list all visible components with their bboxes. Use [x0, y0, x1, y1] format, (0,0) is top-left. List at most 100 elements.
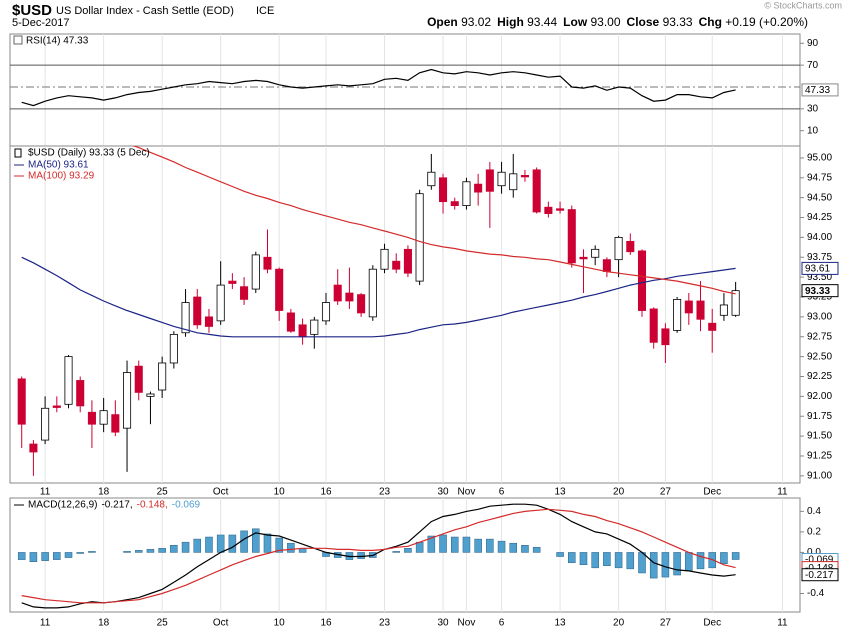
- last-value-box: [801, 261, 839, 275]
- histogram-bar: [556, 552, 564, 557]
- y-tick-label: 90: [807, 38, 819, 49]
- y-tick-label: 94.00: [807, 232, 832, 243]
- candle-body: [556, 208, 565, 211]
- x-tick-label: 11: [40, 618, 51, 629]
- histogram-bar: [603, 552, 611, 567]
- x-tick-label: 6: [499, 618, 505, 629]
- candle-body: [228, 280, 237, 284]
- candle-body: [368, 268, 377, 318]
- y-tick-label: 10: [807, 125, 819, 136]
- candle-body: [158, 362, 167, 391]
- y-tick-label: 0.2: [807, 527, 821, 538]
- x-tick-label: 13: [555, 618, 567, 629]
- last-value-label: -0.217: [805, 570, 834, 581]
- x-tick-label: 20: [613, 618, 625, 629]
- candle-body: [204, 316, 213, 327]
- candle-body: [439, 177, 448, 203]
- macd-line: [21, 503, 736, 609]
- histogram-bar: [486, 538, 494, 553]
- candle-body: [169, 333, 178, 364]
- moving-average: [132, 146, 736, 295]
- rsi-line: [21, 68, 736, 107]
- last-value-box: [801, 83, 839, 97]
- candle-body: [345, 292, 354, 302]
- candle-body: [614, 237, 623, 261]
- y-tick-label: 0.0: [807, 547, 821, 558]
- candle-body: [52, 405, 61, 408]
- candle-body: [403, 248, 412, 274]
- candle-body: [146, 393, 155, 397]
- candle-body: [462, 181, 471, 207]
- y-tick-label: 91.50: [807, 431, 832, 442]
- histogram-bar: [287, 542, 295, 553]
- x-tick-label: 10: [274, 487, 286, 498]
- histogram-bar: [41, 552, 49, 561]
- y-tick-label: 70: [807, 60, 819, 71]
- x-tick-label: 16: [320, 487, 332, 498]
- candle-body: [708, 322, 717, 331]
- candle-body: [661, 328, 670, 346]
- last-value-label: 47.33: [805, 85, 830, 96]
- y-tick-label: 93.00: [807, 312, 832, 323]
- plot-area: [21, 68, 736, 107]
- candle-body: [333, 284, 342, 302]
- histogram-bar: [53, 552, 61, 560]
- candle-body: [474, 183, 483, 193]
- x-tick-label: 16: [320, 618, 332, 629]
- histogram-bar: [626, 552, 635, 570]
- y-tick-label: 30: [807, 103, 819, 114]
- histogram-bar: [497, 540, 506, 553]
- y-tick-label: 92.75: [807, 331, 832, 342]
- candle-body: [415, 193, 424, 282]
- candle-body: [591, 248, 600, 258]
- x-tick-label: 18: [98, 487, 110, 498]
- plot-area: [17, 503, 740, 609]
- y-tick-label: -0.4: [807, 588, 825, 599]
- quote-label: Close: [626, 15, 660, 29]
- y-tick-label: 94.75: [807, 172, 832, 183]
- histogram-bar: [591, 552, 599, 569]
- legend-title: MACD(12,26,9): [28, 500, 97, 511]
- histogram-bar: [696, 552, 705, 570]
- histogram-bar: [357, 552, 365, 559]
- histogram-bar: [228, 534, 237, 553]
- candle-body: [731, 290, 740, 316]
- histogram-bar: [474, 538, 482, 553]
- quote-value: 93.00: [590, 15, 621, 29]
- candle-body: [29, 443, 38, 453]
- candle-body: [193, 296, 202, 326]
- candle-body: [532, 169, 541, 213]
- histogram-bar: [216, 534, 225, 553]
- histogram-bar: [509, 542, 518, 553]
- x-tick-label: 30: [437, 618, 449, 629]
- candle-body: [567, 209, 576, 264]
- histogram-bar: [661, 552, 670, 578]
- y-tick-label: 0.4: [807, 506, 821, 517]
- histogram-bar: [17, 552, 26, 560]
- candle-body: [111, 414, 120, 433]
- legend-icon: [14, 148, 22, 158]
- last-value-label: 93.33: [805, 286, 830, 297]
- candle-body: [450, 201, 459, 207]
- x-tick-label: 23: [379, 487, 391, 498]
- x-tick-label: 25: [157, 487, 169, 498]
- quote-bar: Open 93.02 High 93.44 Low 93.00 Close 93.33…: [421, 15, 808, 29]
- histogram-bar: [568, 552, 576, 563]
- histogram-bar: [731, 552, 740, 560]
- x-tick-label: Nov: [458, 618, 476, 629]
- y-tick-label: 95.00: [807, 153, 832, 164]
- y-tick-label: 92.00: [807, 391, 832, 402]
- histogram-bar: [638, 552, 646, 574]
- histogram-bar: [158, 548, 166, 553]
- legend-label: MA(100) 93.29: [28, 171, 95, 182]
- candle-body: [357, 294, 366, 314]
- legend-icon: [13, 35, 23, 45]
- y-tick-label: 91.75: [807, 411, 832, 422]
- last-value-box: [801, 284, 839, 298]
- x-tick-label: 11: [777, 487, 788, 498]
- histogram-bar: [275, 537, 283, 553]
- candle-body: [251, 254, 260, 290]
- histogram-bar: [170, 544, 178, 553]
- histogram-bar: [462, 536, 471, 553]
